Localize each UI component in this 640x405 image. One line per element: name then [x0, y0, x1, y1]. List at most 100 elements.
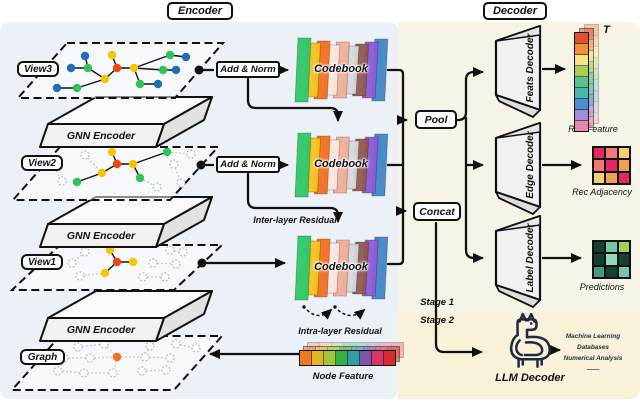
plane-output-dots: [194, 65, 207, 268]
codebook-slab: [294, 37, 312, 103]
rec-feature-label: Rec Feature: [568, 124, 618, 134]
grid-cell: [606, 242, 617, 253]
feature-cell: [575, 77, 588, 88]
feature-cell: [575, 110, 588, 121]
gnn-encoder-label-3: GNN Encoder: [66, 324, 136, 336]
codebook-slab: [294, 235, 312, 301]
feature-strip-layer: [574, 32, 589, 132]
feature-cell: [312, 351, 324, 365]
view2-graph: [47, 147, 196, 192]
feature-cell: [300, 351, 312, 365]
grid-cell: [606, 148, 617, 159]
edge-decoder-label: Edge Decoder: [524, 131, 536, 199]
grid-cell: [606, 254, 617, 265]
feature-strip-layer: [299, 350, 396, 366]
feature-cell: [384, 351, 395, 365]
feature-cell: [575, 44, 588, 55]
grid-cell: [618, 266, 629, 277]
graph-label: Graph: [20, 349, 65, 365]
grid-cell: [618, 172, 629, 183]
view3-plane: [15, 42, 226, 99]
grid-cell: [594, 148, 605, 159]
feature-cell: [360, 351, 372, 365]
gnn-encoder-block-2: [39, 196, 213, 248]
llm-decoder-label: LLM Decoder: [495, 372, 565, 384]
node-feature-strip: [299, 342, 404, 368]
graph-plane-graph: [53, 339, 201, 378]
codebook-3-slabs: [294, 235, 389, 301]
grid-cell: [618, 160, 629, 171]
inter-layer-residual-label: Inter-layer Residual: [253, 215, 337, 225]
llm-output-line: Numerical Analysis: [563, 355, 623, 362]
codebook-1-slabs: [294, 37, 389, 103]
feature-cell: [575, 121, 588, 131]
connector-lines: [201, 64, 582, 359]
view2-label: View2: [21, 155, 63, 171]
grid-cell: [618, 242, 629, 253]
rec-adjacency-label: Rec Adjacency: [572, 187, 632, 197]
decoder-panel-stage2: [398, 313, 640, 399]
gnn-encoder-label-2: GNN Encoder: [66, 230, 136, 242]
llm-output-line: Machine Learning: [565, 333, 621, 340]
graph-plane: [9, 335, 225, 391]
view1-graph: [67, 245, 188, 282]
feature-cell: [348, 351, 360, 365]
label-decoder-label: Label Decoder: [524, 223, 536, 293]
codebook-label-3: Codebook: [314, 261, 368, 273]
grid-cell: [606, 172, 617, 183]
codebook-label-2: Codebook: [314, 158, 368, 170]
feature-cell: [575, 33, 588, 44]
add-norm-box-1: Add & Norm: [216, 61, 280, 78]
feature-cell: [575, 88, 588, 99]
codebook-label-1: Codebook: [314, 63, 368, 75]
grid-cell: [594, 160, 605, 171]
view3-graph: [52, 50, 191, 93]
feature-cell: [575, 66, 588, 77]
predictions-label: Predictions: [579, 282, 625, 292]
gnn-encoder-label-1: GNN Encoder: [66, 130, 136, 142]
llm-output-texts: Machine Learning Databases Numerical Ana…: [560, 331, 626, 375]
gnn-encoder-block-1: [39, 96, 213, 148]
grid-cell: [594, 172, 605, 183]
stage2-label: Stage 2: [420, 315, 454, 326]
feats-decoder-label: Feats Decoder: [524, 33, 536, 103]
view3-label: View3: [17, 61, 59, 77]
llm-output-line: Databases: [577, 344, 609, 351]
feature-cell: [575, 55, 588, 66]
gnn-encoder-block-3: [39, 290, 213, 342]
encoder-title: Encoder: [167, 2, 233, 20]
node-feature-label: Node Feature: [312, 371, 374, 382]
llm-output-line: ——: [586, 366, 600, 373]
rec-feature-strip: [574, 24, 602, 132]
pool-box: Pool: [415, 110, 457, 129]
grid-cell: [594, 254, 605, 265]
stage1-label: Stage 1: [420, 297, 454, 308]
grid-cell: [618, 254, 629, 265]
feature-cell: [336, 351, 348, 365]
view2-plane: [10, 146, 221, 201]
grid-cell: [594, 242, 605, 253]
feature-cell: [372, 351, 384, 365]
codebook-2-slabs: [294, 132, 389, 198]
transpose-label: T: [603, 24, 610, 36]
edge-decoder-wedge: [494, 121, 542, 215]
label-decoder-wedge: [494, 214, 542, 308]
intra-layer-residual-label: Intra-layer Residual: [298, 326, 382, 336]
grid-cell: [606, 160, 617, 171]
codebook-slab: [294, 132, 312, 198]
feature-cell: [324, 351, 336, 365]
grid-cell: [606, 266, 617, 277]
view1-label: View1: [21, 254, 63, 270]
add-norm-box-2: Add & Norm: [216, 156, 280, 173]
rec-adjacency-grid: [592, 146, 631, 185]
feats-decoder-wedge: [494, 24, 542, 118]
feature-cell: [575, 99, 588, 110]
concat-box: Concat: [413, 202, 461, 221]
llama-icon: [509, 312, 551, 368]
grid-cell: [618, 148, 629, 159]
view1-plane: [9, 244, 225, 291]
decoder-title: Decoder: [483, 2, 547, 20]
intra-layer-residual-arcs: [302, 305, 366, 320]
